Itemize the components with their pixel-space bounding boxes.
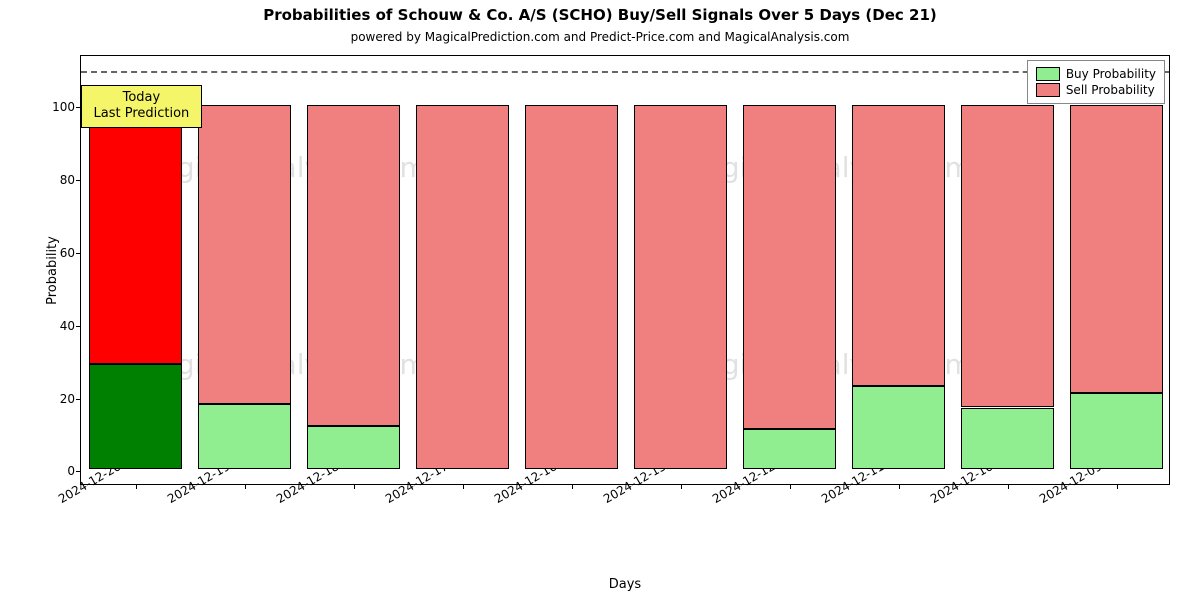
- bar-sell: [416, 105, 509, 469]
- x-tick: [1117, 484, 1118, 489]
- bar-group: [1070, 54, 1163, 484]
- legend-swatch-buy: [1036, 67, 1060, 81]
- y-tick-label: 100: [52, 100, 81, 114]
- chart-subtitle: powered by MagicalPrediction.com and Pre…: [0, 30, 1200, 44]
- x-tick: [572, 484, 573, 489]
- bar-sell: [852, 105, 945, 386]
- chart-container: Probabilities of Schouw & Co. A/S (SCHO)…: [0, 0, 1200, 600]
- y-axis-label-wrap: Probability: [18, 55, 87, 485]
- bar-sell: [198, 105, 291, 404]
- bar-group: [743, 54, 836, 484]
- bar-buy: [307, 426, 400, 470]
- y-tick-label: 20: [60, 392, 81, 406]
- legend: Buy Probability Sell Probability: [1027, 60, 1165, 104]
- bar-sell: [1070, 105, 1163, 393]
- legend-swatch-sell: [1036, 83, 1060, 97]
- x-tick: [136, 484, 137, 489]
- bar-buy: [89, 364, 182, 470]
- x-tick: [245, 484, 246, 489]
- bar-buy: [961, 408, 1054, 470]
- bar-buy: [1070, 393, 1163, 470]
- chart-title: Probabilities of Schouw & Co. A/S (SCHO)…: [0, 6, 1200, 24]
- y-tick-label: 80: [60, 173, 81, 187]
- x-tick: [899, 484, 900, 489]
- annotation-line1: Today: [94, 90, 190, 106]
- bar-buy: [198, 404, 291, 470]
- bar-sell: [307, 105, 400, 426]
- bar-group: [525, 54, 618, 484]
- bar-group: [416, 54, 509, 484]
- bar-sell: [634, 105, 727, 469]
- x-tick: [681, 484, 682, 489]
- plot-area: MagicalAnalysis.comMagicalAnalysis.comMa…: [80, 55, 1170, 485]
- bar-sell: [89, 105, 182, 364]
- x-tick: [354, 484, 355, 489]
- bar-buy: [743, 429, 836, 469]
- legend-label-sell: Sell Probability: [1066, 83, 1155, 97]
- bar-group: [198, 54, 291, 484]
- bar-group: [307, 54, 400, 484]
- annotation-line2: Last Prediction: [94, 106, 190, 122]
- legend-item-sell: Sell Probability: [1036, 83, 1156, 97]
- today-annotation: TodayLast Prediction: [81, 85, 203, 128]
- bar-group: [961, 54, 1054, 484]
- bar-buy: [852, 386, 945, 470]
- x-tick: [463, 484, 464, 489]
- bar-sell: [525, 105, 618, 469]
- bar-sell: [743, 105, 836, 429]
- bar-sell: [961, 105, 1054, 407]
- x-tick: [790, 484, 791, 489]
- legend-label-buy: Buy Probability: [1066, 67, 1156, 81]
- y-tick-label: 0: [67, 464, 81, 478]
- legend-item-buy: Buy Probability: [1036, 67, 1156, 81]
- x-tick: [1008, 484, 1009, 489]
- y-tick-label: 60: [60, 246, 81, 260]
- y-tick-label: 40: [60, 319, 81, 333]
- y-axis-label: Probability: [45, 236, 60, 305]
- x-axis-label: Days: [80, 577, 1170, 592]
- bar-group: [852, 54, 945, 484]
- bar-group: [634, 54, 727, 484]
